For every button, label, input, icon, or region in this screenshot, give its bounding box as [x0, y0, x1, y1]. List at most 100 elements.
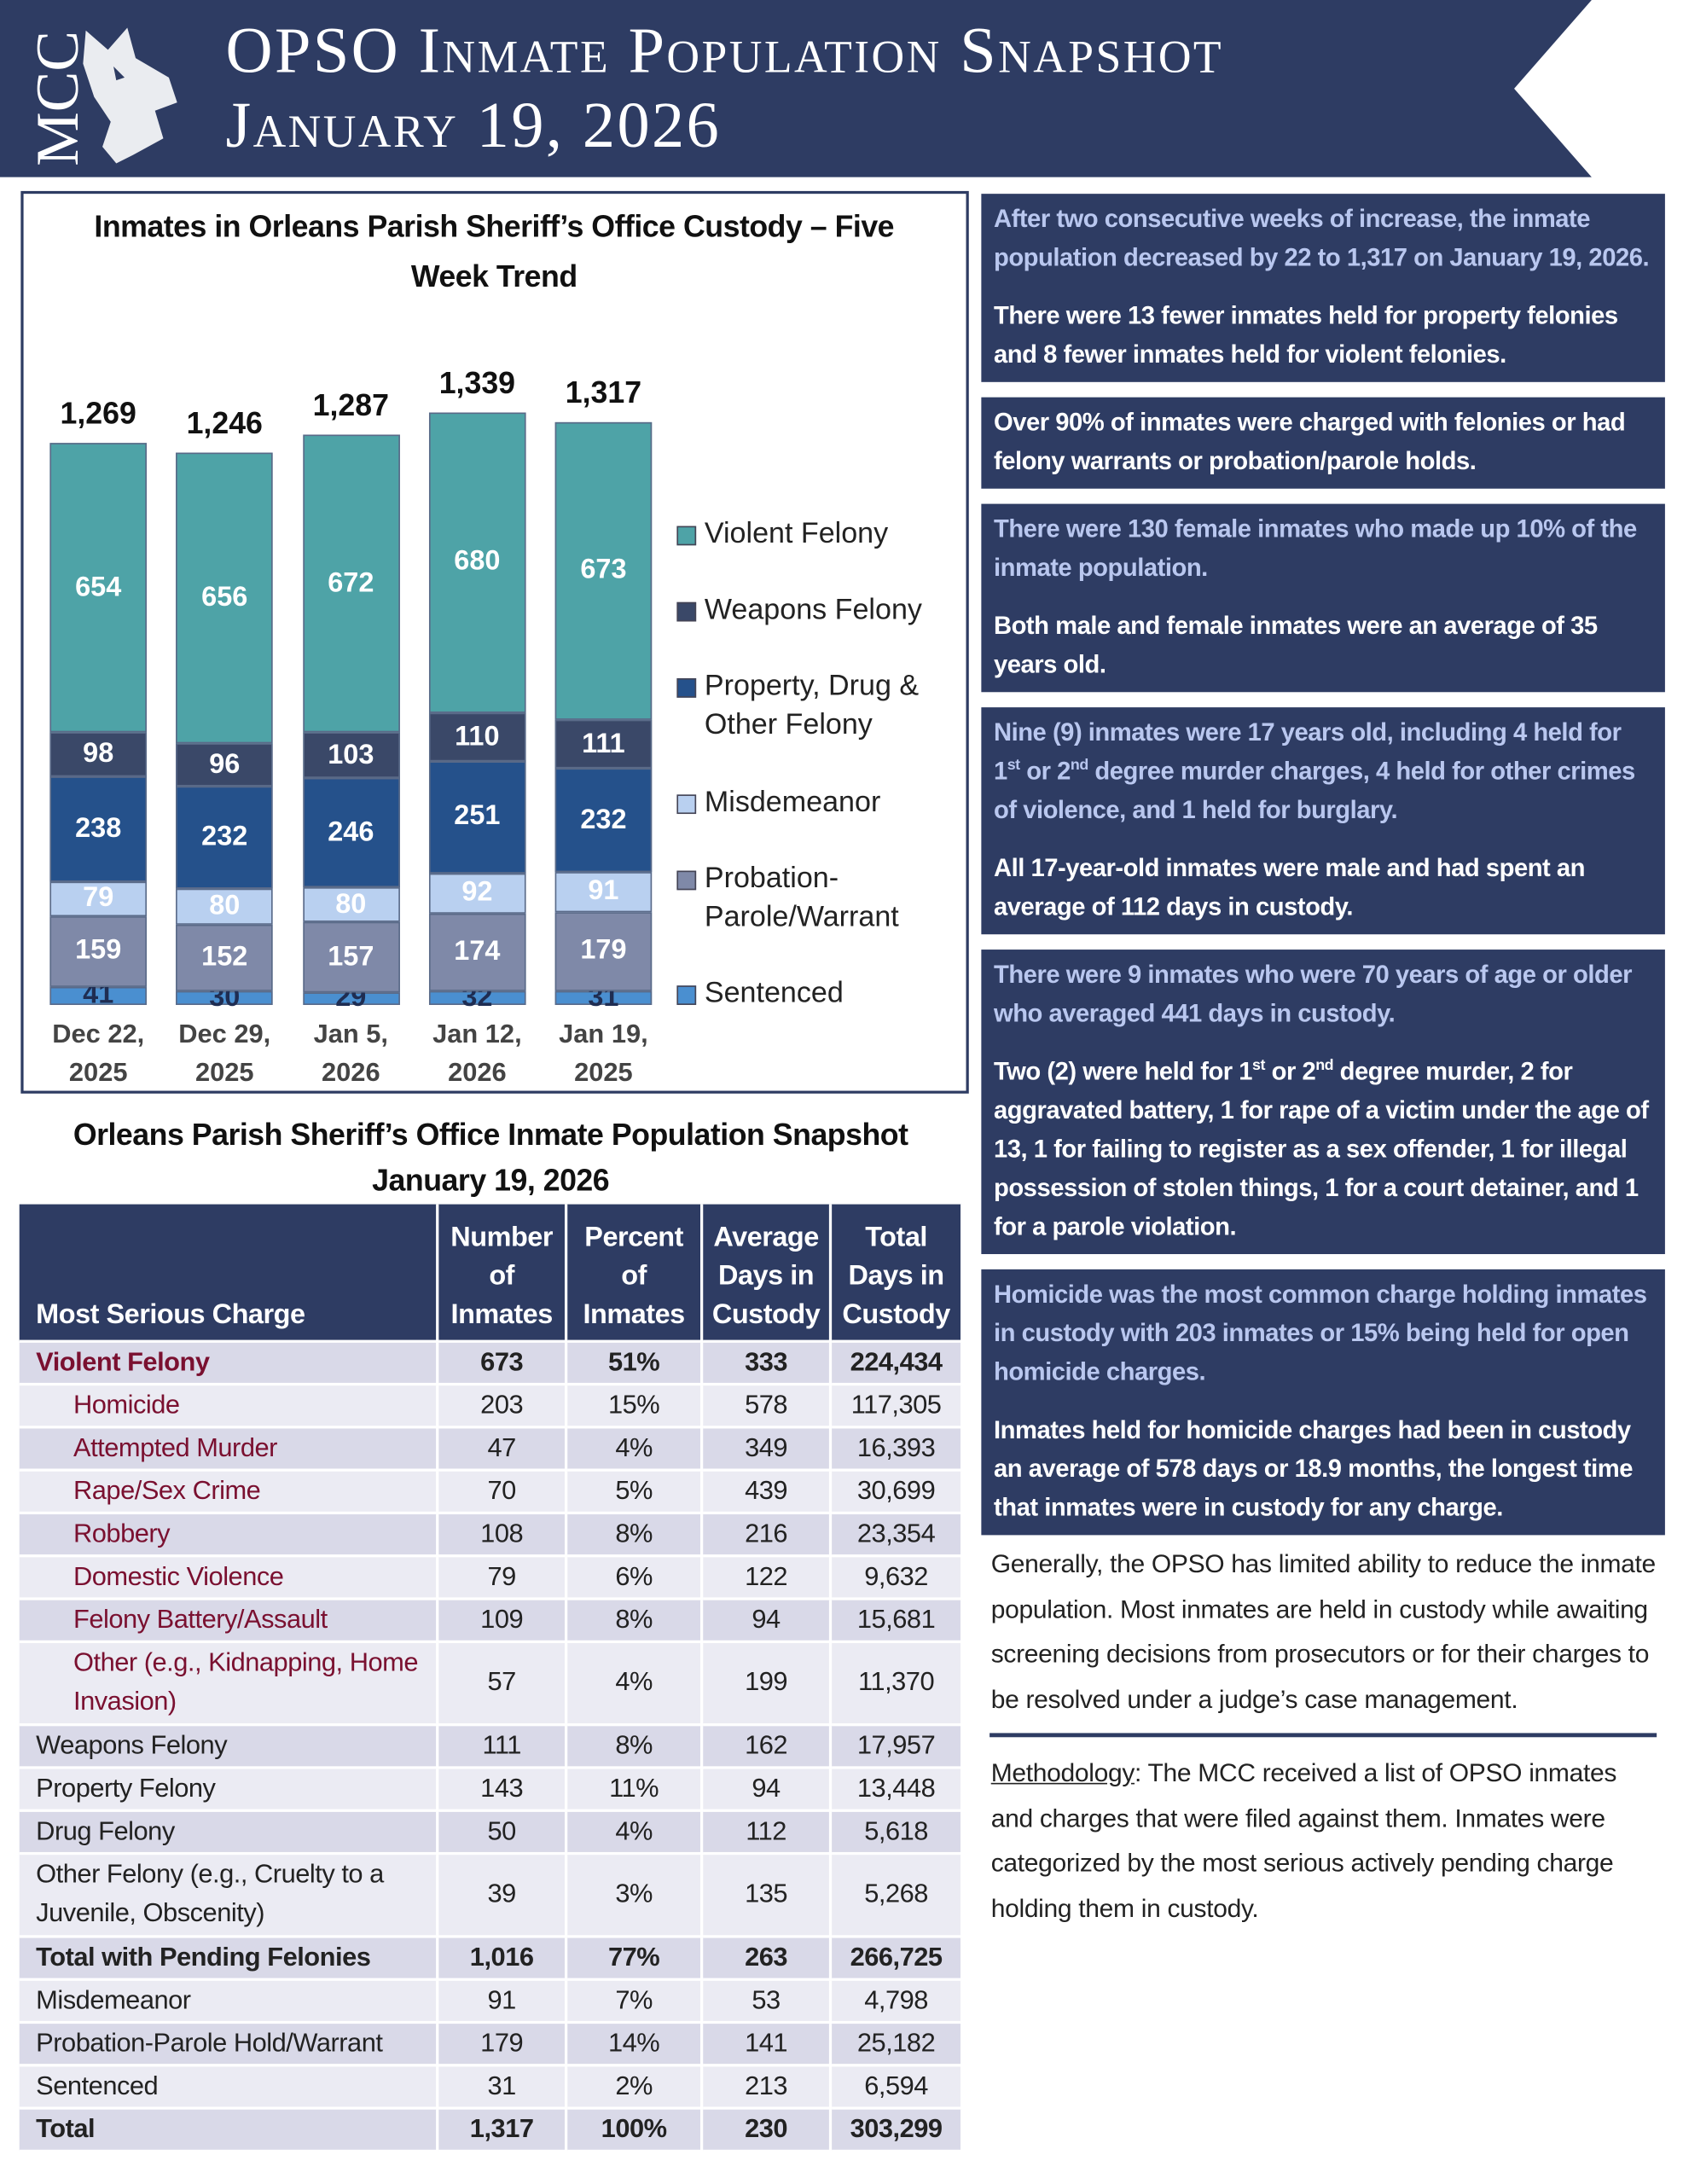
- note-text: Homicide was the most common charge hold…: [993, 1280, 1647, 1386]
- bar-segment: [176, 786, 274, 889]
- table-cell: 8%: [564, 1723, 704, 1769]
- table-cell: 15,681: [828, 1597, 964, 1643]
- table-cell: 266,725: [828, 1935, 964, 1981]
- table-cell: 15%: [564, 1382, 704, 1429]
- table-title: Orleans Parish Sheriff’s Office Inmate P…: [20, 1112, 962, 1203]
- table-cell: 17,957: [828, 1723, 964, 1769]
- x-tick-label: Jan 12, 2026: [432, 1019, 522, 1089]
- note-superscript: nd: [1315, 1057, 1334, 1075]
- total-label: 1,317: [565, 374, 642, 410]
- table-cell: 230: [700, 2106, 833, 2153]
- note-box: Homicide was the most common charge hold…: [981, 1269, 1665, 1536]
- bar-segment: [49, 881, 147, 917]
- segment-label: 80: [335, 888, 367, 920]
- total-label: 1,246: [186, 405, 263, 441]
- note-paragraph: There were 13 fewer inmates held for pro…: [994, 296, 1651, 374]
- table-cell: Violent Felony: [19, 1339, 439, 1386]
- table-cell: 203: [436, 1382, 568, 1429]
- table-cell: 122: [700, 1554, 833, 1600]
- legend-item: Weapons Felony: [676, 591, 960, 630]
- legend-swatch: [676, 526, 697, 546]
- legend-label: Property, Drug & Other Felony: [704, 670, 920, 741]
- table-cell: 5%: [564, 1468, 704, 1515]
- note-superscript: st: [1252, 1057, 1265, 1075]
- bar-segment: [302, 434, 400, 733]
- table-cell: 263: [700, 1935, 833, 1981]
- table-cell: 31: [436, 2064, 568, 2110]
- segment-label: 672: [328, 567, 374, 599]
- bar-segment: [176, 452, 274, 744]
- table-row: Violent Felony 673 51% 333 224,434: [19, 1339, 964, 1386]
- table-cell: Homicide: [19, 1382, 439, 1429]
- table-cell: 5,268: [828, 1851, 964, 1938]
- table-cell: 77%: [564, 1935, 704, 1981]
- table-cell: Sentenced: [19, 2064, 439, 2110]
- note-paragraph: There were 9 inmates who were 70 years o…: [994, 956, 1651, 1033]
- table-cell: Probation-Parole Hold/Warrant: [19, 2020, 439, 2067]
- note-paragraph: Nine (9) inmates were 17 years old, incl…: [994, 713, 1651, 829]
- bar-segment: [554, 871, 653, 912]
- note-text: There were 13 fewer inmates held for pro…: [993, 301, 1618, 369]
- segment-label: 79: [83, 882, 114, 914]
- table-row: Other Felony (e.g., Cruelty to a Juvenil…: [19, 1851, 964, 1938]
- table-cell: 2%: [564, 2064, 704, 2110]
- bar-segment: [49, 986, 147, 1005]
- table-cell: Misdemeanor: [19, 1978, 439, 2024]
- table-cell: 4%: [564, 1640, 704, 1727]
- note-text: or 2: [1264, 1057, 1316, 1086]
- note-text: Nine (9) inmates were 17 years old, incl…: [993, 718, 1622, 785]
- note-text: Both male and female inmates were an ave…: [993, 612, 1598, 679]
- banner-shape: [0, 0, 1592, 177]
- table-cell: 143: [436, 1766, 568, 1812]
- table-cell: 5,618: [828, 1809, 964, 1856]
- table-cell: Other Felony (e.g., Cruelty to a Juvenil…: [19, 1851, 439, 1938]
- logo-text: MCC: [24, 31, 91, 166]
- segment-label: 103: [328, 739, 374, 770]
- table-row: Sentenced 31 2% 213 6,594: [19, 2064, 964, 2110]
- legend-label: Sentenced: [704, 977, 844, 1009]
- bar-segment: [428, 990, 526, 1005]
- bar-segment: [176, 924, 274, 992]
- table-cell: Drug Felony: [19, 1809, 439, 1856]
- bar-segment: [302, 886, 400, 923]
- table-row: Other (e.g., Kidnapping, Home Invasion) 5…: [19, 1640, 964, 1727]
- table-cell: 6,594: [828, 2064, 964, 2110]
- table-cell: 224,434: [828, 1339, 964, 1386]
- table-cell: 94: [700, 1766, 833, 1812]
- bar-segment: [554, 911, 653, 991]
- bar-segment: [302, 732, 400, 779]
- bar-segment: [176, 743, 274, 787]
- table-cell: 23,354: [828, 1511, 964, 1558]
- table-cell: 53: [700, 1978, 833, 2024]
- segment-label: 91: [588, 875, 619, 907]
- header-row: Most Serious Charge Number of Inmates Perc…: [19, 1204, 964, 1343]
- legend-label: Misdemeanor: [704, 785, 881, 818]
- table-cell: 50: [436, 1809, 568, 1856]
- column-header: Percent of Inmates: [564, 1204, 704, 1343]
- note-paragraph: Both male and female inmates were an ave…: [994, 607, 1651, 684]
- column-header: Total Days in Custody: [828, 1204, 964, 1343]
- table-cell: 47: [436, 1426, 568, 1472]
- bar-segment: [554, 769, 653, 872]
- table-cell: Total with Pending Felonies: [19, 1935, 439, 1981]
- bar-segment: [49, 916, 147, 987]
- bar-segment: [428, 712, 526, 762]
- table-row: Property Felony 143 11% 94 13,448: [19, 1766, 964, 1812]
- table: Most Serious Charge Number of Inmates Perc…: [19, 1204, 964, 2153]
- table-cell: 16,393: [828, 1426, 964, 1472]
- legend-item: Probation-Parole/Warrant: [676, 859, 960, 937]
- bar-segment: [428, 761, 526, 874]
- note-text: Inmates held for homicide charges had be…: [993, 1415, 1634, 1522]
- note-superscript: st: [1007, 757, 1020, 774]
- table-cell: 7%: [564, 1978, 704, 2024]
- bar-segment: [302, 778, 400, 887]
- bar-segment: [554, 421, 653, 720]
- note-text: There were 9 inmates who were 70 years o…: [993, 961, 1632, 1027]
- table-cell: 4,798: [828, 1978, 964, 2024]
- note-text: After two consecutive weeks of increase,…: [993, 205, 1650, 272]
- segment-label: 174: [454, 936, 501, 967]
- segment-label: 98: [83, 738, 114, 770]
- segment-label: 80: [209, 891, 241, 921]
- table-cell: 39: [436, 1851, 568, 1938]
